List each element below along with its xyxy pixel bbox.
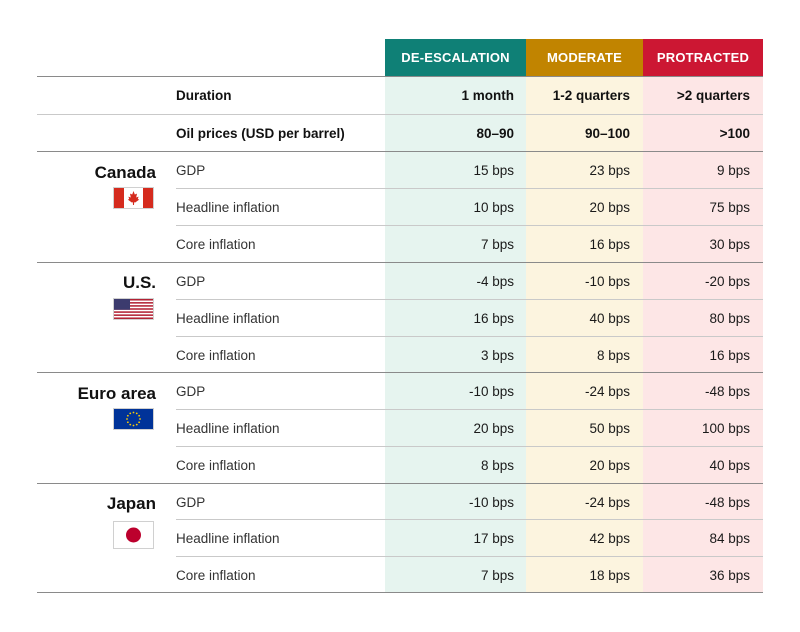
section-divider bbox=[37, 483, 763, 484]
duration-protracted: >2 quarters bbox=[676, 88, 750, 103]
row-divider bbox=[176, 519, 763, 520]
value-moderate: 8 bps bbox=[596, 347, 630, 363]
value-protracted: -48 bps bbox=[704, 383, 750, 399]
row-label: Core inflation bbox=[176, 567, 256, 583]
japan-flag-icon bbox=[113, 521, 154, 549]
table-bottom-rule bbox=[37, 592, 763, 593]
value-moderate: 20 bps bbox=[589, 199, 630, 215]
oil-de-escalation: 80–90 bbox=[476, 125, 514, 141]
row-divider bbox=[176, 336, 763, 337]
moderate-column-bg bbox=[526, 76, 643, 593]
value-moderate: 42 bps bbox=[589, 530, 630, 546]
section-divider bbox=[37, 262, 763, 263]
value-protracted: 9 bps bbox=[716, 162, 750, 178]
row-divider bbox=[37, 114, 763, 115]
value-moderate: -24 bps bbox=[584, 494, 630, 510]
eu-flag-icon bbox=[113, 408, 154, 430]
country-label: U.S. bbox=[122, 273, 156, 292]
value-protracted: -20 bps bbox=[704, 273, 750, 289]
value-protracted: 30 bps bbox=[709, 236, 750, 252]
value-moderate: 20 bps bbox=[589, 457, 630, 473]
value-protracted: 80 bps bbox=[709, 310, 750, 326]
us-flag-icon bbox=[113, 298, 154, 320]
oil-moderate: 90–100 bbox=[584, 125, 630, 141]
header-protracted: PROTRACTED bbox=[643, 39, 763, 76]
value-moderate: -24 bps bbox=[584, 383, 630, 399]
row-divider bbox=[176, 188, 763, 189]
section-divider bbox=[37, 372, 763, 373]
row-label: Headline inflation bbox=[176, 310, 280, 326]
value-de-escalation: -10 bps bbox=[468, 383, 514, 399]
row-label: Headline inflation bbox=[176, 199, 280, 215]
value-moderate: 40 bps bbox=[589, 310, 630, 326]
duration-de-escalation: 1 month bbox=[461, 88, 515, 103]
canada-flag-icon bbox=[113, 187, 154, 209]
de-escalation-column-bg bbox=[385, 76, 526, 593]
row-label-oil-prices: Oil prices (USD per barrel) bbox=[176, 125, 345, 141]
row-divider bbox=[176, 446, 763, 447]
value-protracted: 36 bps bbox=[709, 567, 750, 583]
value-moderate: -10 bps bbox=[584, 273, 630, 289]
value-moderate: 23 bps bbox=[589, 162, 630, 178]
row-label: Headline inflation bbox=[176, 530, 280, 546]
country-label: Canada bbox=[94, 163, 156, 182]
value-de-escalation: 16 bps bbox=[473, 310, 514, 326]
value-de-escalation: 17 bps bbox=[473, 530, 514, 546]
value-protracted: 40 bps bbox=[709, 457, 750, 473]
value-de-escalation: 20 bps bbox=[473, 420, 514, 436]
row-label: Core inflation bbox=[176, 236, 256, 252]
section-divider bbox=[37, 151, 763, 152]
row-label: GDP bbox=[176, 273, 206, 289]
row-label-duration: Duration bbox=[176, 88, 232, 103]
value-moderate: 18 bps bbox=[589, 567, 630, 583]
row-divider bbox=[176, 225, 763, 226]
row-label: Headline inflation bbox=[176, 420, 280, 436]
row-divider bbox=[176, 409, 763, 410]
row-label: Core inflation bbox=[176, 347, 256, 363]
value-de-escalation: -10 bps bbox=[468, 494, 514, 510]
value-protracted: 16 bps bbox=[709, 347, 750, 363]
row-divider bbox=[176, 299, 763, 300]
value-protracted: 84 bps bbox=[709, 530, 750, 546]
row-label: GDP bbox=[176, 162, 206, 178]
value-de-escalation: 3 bps bbox=[480, 347, 514, 363]
country-label: Japan bbox=[106, 494, 156, 513]
value-de-escalation: 15 bps bbox=[473, 162, 514, 178]
value-protracted: 100 bps bbox=[701, 420, 750, 436]
protracted-column-bg bbox=[643, 76, 763, 593]
value-moderate: 50 bps bbox=[589, 420, 630, 436]
header-moderate: MODERATE bbox=[526, 39, 643, 76]
value-protracted: 75 bps bbox=[709, 199, 750, 215]
row-divider bbox=[176, 556, 763, 557]
duration-moderate: 1-2 quarters bbox=[552, 88, 630, 103]
oil-protracted: >100 bbox=[719, 125, 750, 141]
row-label: Core inflation bbox=[176, 457, 256, 473]
value-de-escalation: 10 bps bbox=[473, 199, 514, 215]
country-label: Euro area bbox=[77, 384, 156, 403]
value-de-escalation: 7 bps bbox=[480, 236, 514, 252]
row-label: GDP bbox=[176, 494, 206, 510]
table-top-rule bbox=[37, 76, 763, 77]
header-de-escalation: DE-ESCALATION bbox=[385, 39, 526, 76]
value-de-escalation: 7 bps bbox=[480, 567, 514, 583]
value-de-escalation: 8 bps bbox=[480, 457, 514, 473]
value-moderate: 16 bps bbox=[589, 236, 630, 252]
value-protracted: -48 bps bbox=[704, 494, 750, 510]
row-label: GDP bbox=[176, 383, 206, 399]
value-de-escalation: -4 bps bbox=[476, 273, 514, 289]
